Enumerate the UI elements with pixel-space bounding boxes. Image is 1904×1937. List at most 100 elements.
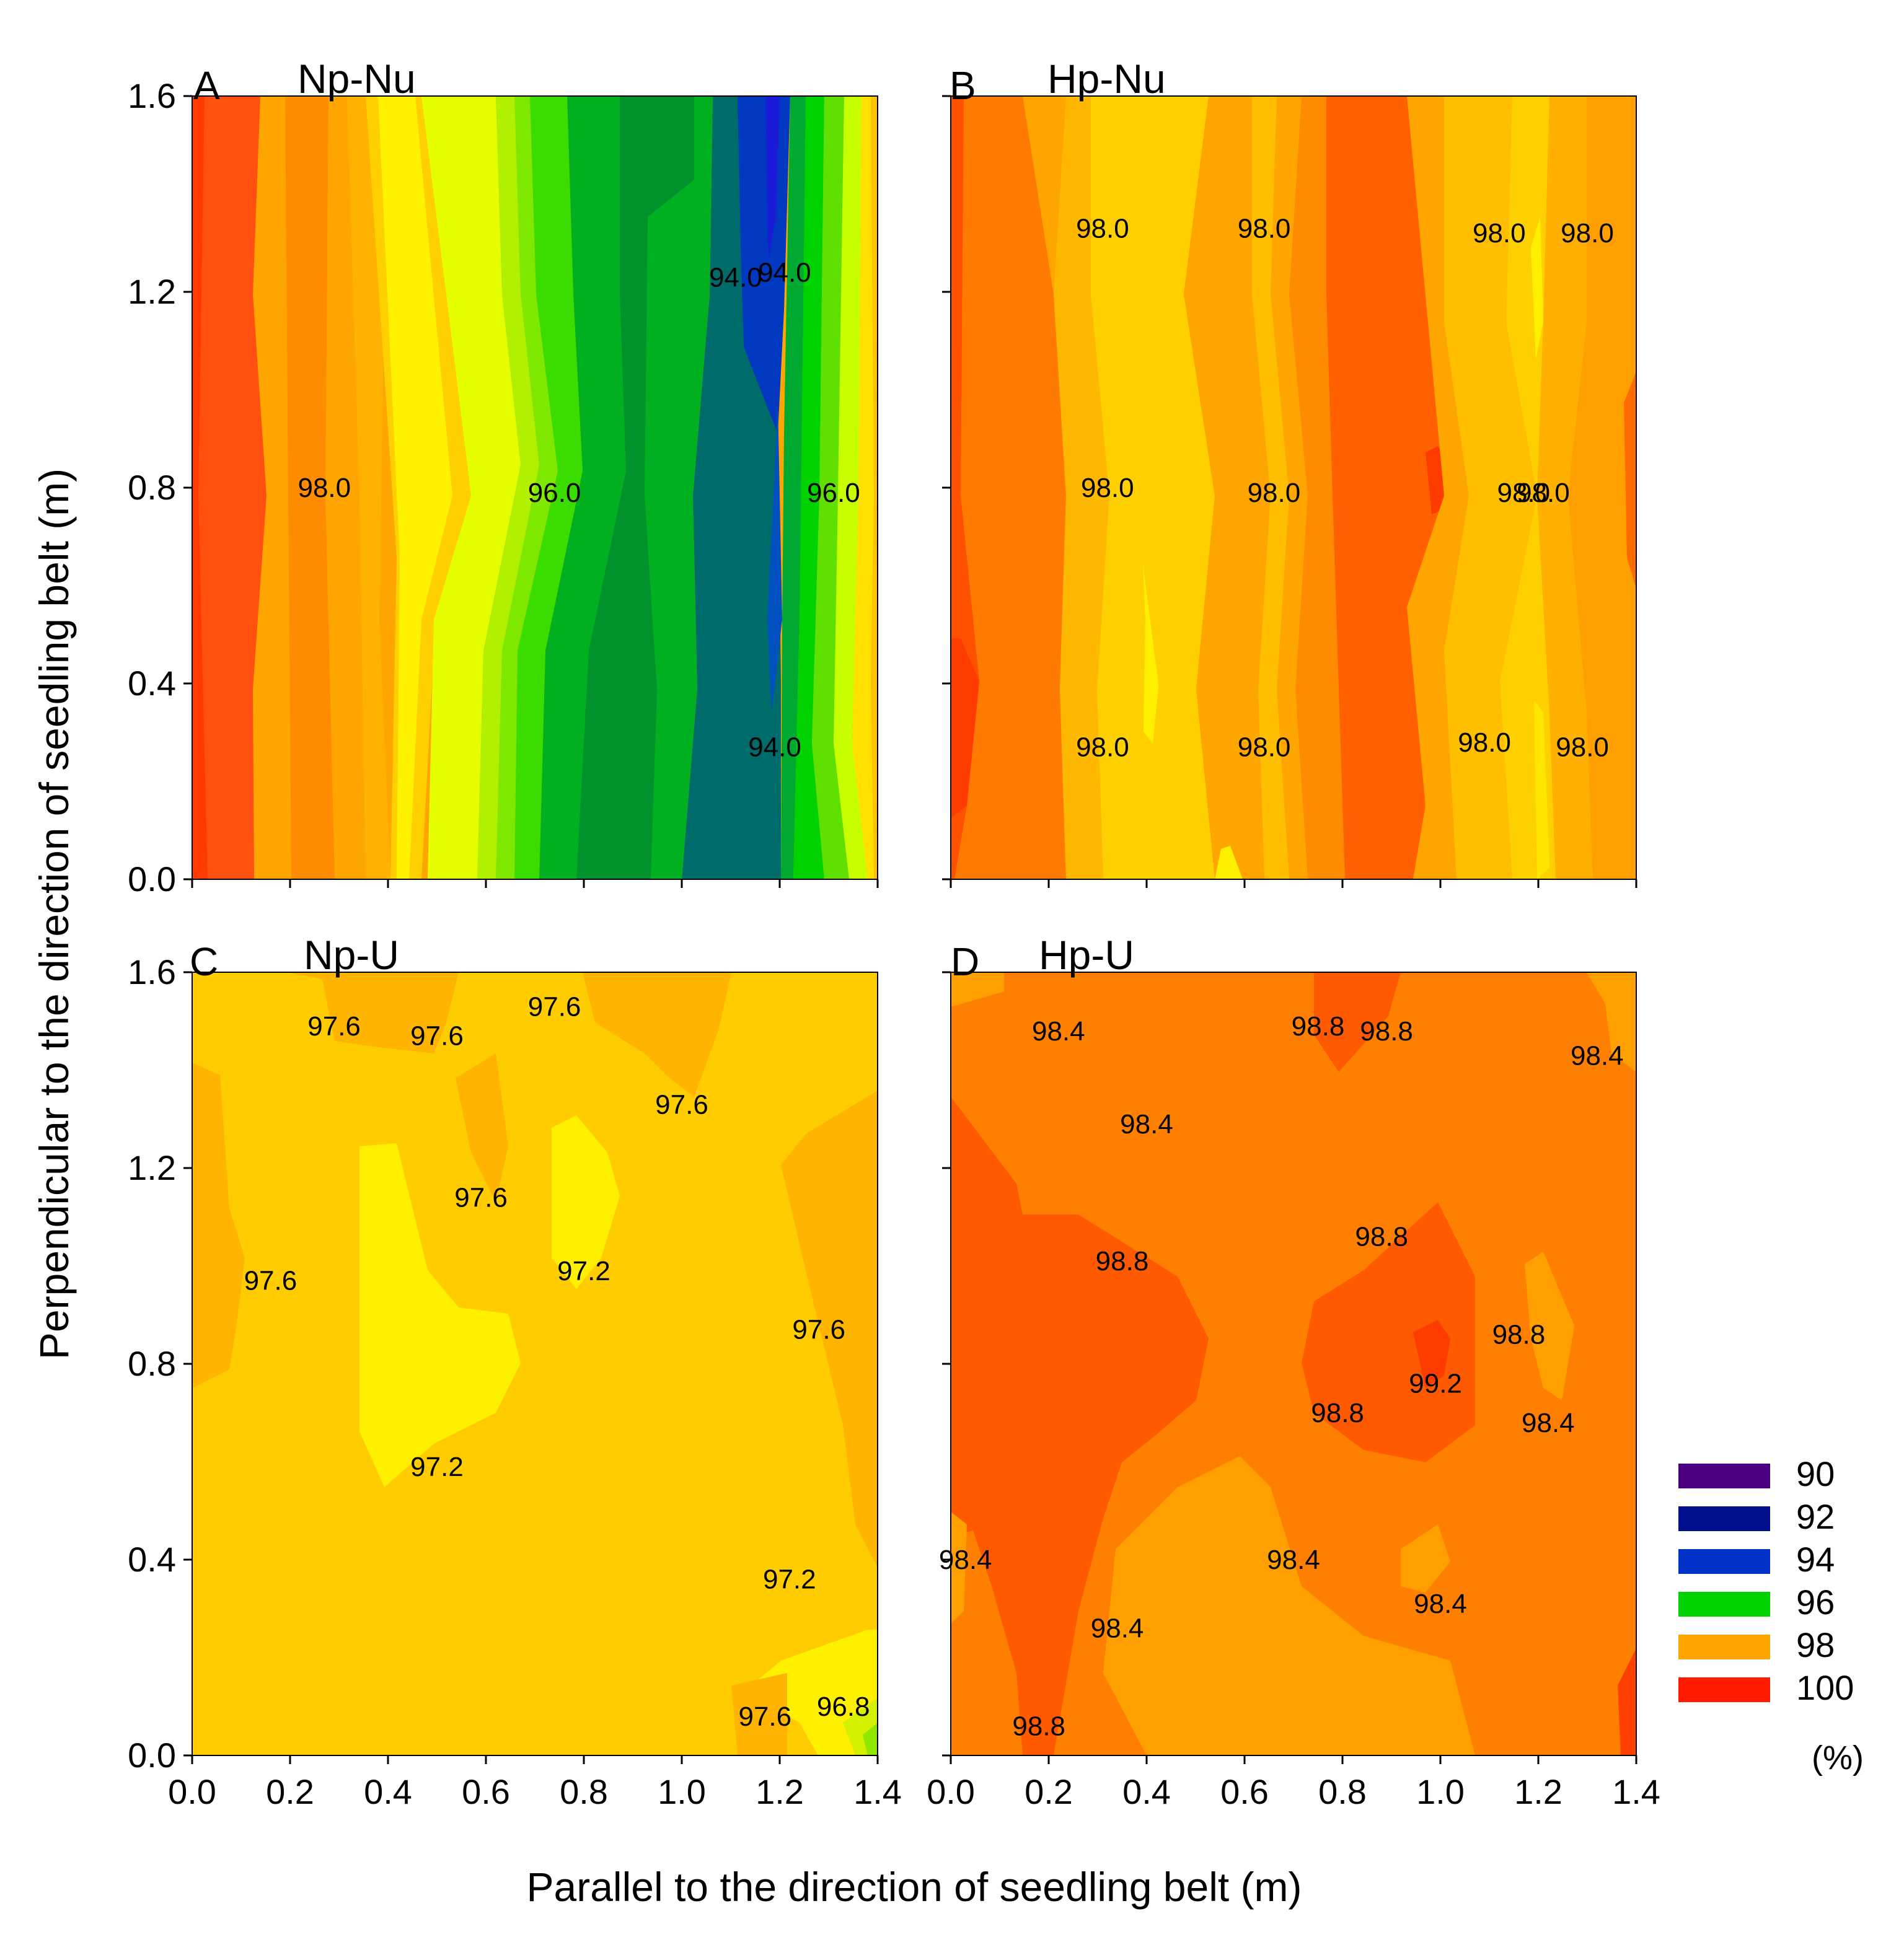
legend-swatch xyxy=(1678,1549,1770,1574)
legend-swatch xyxy=(1678,1506,1770,1531)
x-tick-label: 0.4 xyxy=(364,1772,412,1811)
contour-label: 98.8 xyxy=(1492,1320,1546,1350)
y-tick-label: 0.8 xyxy=(128,1344,176,1383)
axes-layer: 0.0 0.4 0.8 1.2 1.6 0.0 0.2 0.4 0.6 0.8 1.0 1.2 1.4 0… xyxy=(128,76,1660,1811)
legend-swatch xyxy=(1678,1677,1770,1702)
contour-label: 94.0 xyxy=(748,732,801,763)
y-tick-label: 1.2 xyxy=(128,272,176,311)
y-tick-label: 1.6 xyxy=(128,952,176,991)
y-tick-label: 1.6 xyxy=(128,76,176,115)
legend-label: 98 xyxy=(1796,1625,1835,1664)
contour-label: 98.4 xyxy=(1522,1408,1575,1438)
contour-label: 98.0 xyxy=(1473,218,1526,248)
contour-label: 97.6 xyxy=(792,1315,845,1345)
panel-letter-a: A xyxy=(193,63,220,108)
x-tick-label: 1.2 xyxy=(756,1772,804,1811)
x-tick-label: 1.4 xyxy=(1612,1772,1660,1811)
contour-label: 97.6 xyxy=(738,1702,791,1732)
legend-swatch xyxy=(1678,1464,1770,1488)
legend-label: 100 xyxy=(1796,1668,1854,1707)
contour-label: 97.6 xyxy=(454,1182,508,1213)
x-tick-label: 0.0 xyxy=(927,1772,975,1811)
y-axis-label: Perpendicular to the direction of seedli… xyxy=(31,468,77,1359)
contour-label: 98.8 xyxy=(1311,1398,1364,1428)
contour-label: 98.0 xyxy=(1076,213,1129,244)
contour-label: 98.8 xyxy=(1360,1016,1413,1047)
legend-swatch xyxy=(1678,1635,1770,1659)
x-tick-label: 0.8 xyxy=(560,1772,608,1811)
y-tick-label: 0.8 xyxy=(128,468,176,507)
panel-a xyxy=(192,95,878,880)
contour-label: 98.0 xyxy=(1248,478,1301,508)
contour-label: 96.8 xyxy=(817,1692,870,1722)
contour-label: 96.0 xyxy=(807,478,860,508)
contour-label: 98.8 xyxy=(1012,1711,1065,1742)
panel-title-c: Np-U xyxy=(304,932,399,978)
contour-label: 97.2 xyxy=(557,1256,610,1286)
panel-letter-c: C xyxy=(190,939,218,984)
contour-label: 98.0 xyxy=(1497,478,1550,508)
panel-letter-b: B xyxy=(950,63,976,108)
contour-label: 98.8 xyxy=(1355,1222,1408,1252)
contour-label: 98.0 xyxy=(1517,478,1570,508)
contour-label: 97.6 xyxy=(528,991,581,1022)
x-tick-label: 1.0 xyxy=(1416,1772,1465,1811)
x-tick-label: 1.2 xyxy=(1514,1772,1562,1811)
contour-label: 98.0 xyxy=(1561,218,1614,248)
legend-label: 92 xyxy=(1796,1497,1835,1536)
y-tick-label: 0.0 xyxy=(128,1736,176,1775)
legend-swatch xyxy=(1678,1592,1770,1617)
contour-label: 98.4 xyxy=(1267,1545,1320,1575)
x-tick-label: 0.0 xyxy=(168,1772,216,1811)
contour-label: 98.8 xyxy=(1292,1011,1345,1042)
contour-label: 98.8 xyxy=(1096,1246,1149,1276)
x-tick-label: 1.4 xyxy=(853,1772,902,1811)
panel-title-a: Np-Nu xyxy=(298,56,416,102)
contour-label: 98.4 xyxy=(939,1545,992,1575)
contour-label: 98.0 xyxy=(1081,473,1134,503)
legend-label: 90 xyxy=(1796,1454,1835,1493)
panel-c xyxy=(192,972,878,1756)
x-tick-label: 0.2 xyxy=(1025,1772,1073,1811)
contour-label: 98.0 xyxy=(1556,732,1609,763)
contour-label: 98.4 xyxy=(1091,1614,1144,1644)
legend-label: 96 xyxy=(1796,1583,1835,1622)
contour-label: 97.2 xyxy=(763,1565,816,1595)
x-axis-label: Parallel to the direction of seedling be… xyxy=(527,1864,1302,1910)
contour-label: 96.0 xyxy=(528,478,581,508)
panel-b-contour-fill xyxy=(951,96,1636,879)
x-tick-label: 0.4 xyxy=(1122,1772,1171,1811)
x-tick-label: 0.6 xyxy=(1220,1772,1269,1811)
x-tick-label: 0.6 xyxy=(462,1772,510,1811)
legend-unit: (%) xyxy=(1812,1739,1864,1777)
y-tick-label: 0.4 xyxy=(128,664,176,703)
panel-title-d: Hp-U xyxy=(1039,932,1134,978)
y-tick-label: 0.0 xyxy=(128,859,176,898)
panel-b xyxy=(950,95,1637,880)
panel-title-b: Hp-Nu xyxy=(1047,56,1166,102)
legend-label: 94 xyxy=(1796,1540,1835,1579)
contour-label: 98.0 xyxy=(1076,732,1129,763)
panel-a-contour-fill xyxy=(192,96,878,879)
panel-c-contour-fill xyxy=(192,972,878,1755)
panel-d-contour-fill xyxy=(951,972,1636,1755)
contour-label: 98.0 xyxy=(1238,732,1291,763)
contour-label: 97.6 xyxy=(410,1021,464,1052)
panel-titles-layer: A Np-Nu B Hp-Nu C Np-U D Hp-U xyxy=(190,56,1166,984)
contour-label: 98.0 xyxy=(1238,213,1291,244)
contour-label: 98.4 xyxy=(1032,1016,1085,1047)
contour-label: 97.6 xyxy=(307,1011,361,1042)
x-tick-label: 0.8 xyxy=(1318,1772,1367,1811)
x-tick-label: 0.2 xyxy=(266,1772,314,1811)
x-tick-label: 1.0 xyxy=(658,1772,706,1811)
contour-label: 97.6 xyxy=(244,1266,298,1296)
contour-label: 99.2 xyxy=(1409,1369,1462,1399)
contour-labels-layer: 98.0 96.0 96.094.094.094.098.0 98.0 98.0 98.0… xyxy=(244,213,1624,1741)
contour-label: 98.4 xyxy=(1120,1109,1173,1140)
contour-label: 98.0 xyxy=(1458,727,1511,758)
contour-label: 97.2 xyxy=(410,1452,464,1482)
contour-label: 98.4 xyxy=(1571,1040,1624,1071)
y-tick-label: 0.4 xyxy=(128,1540,176,1579)
